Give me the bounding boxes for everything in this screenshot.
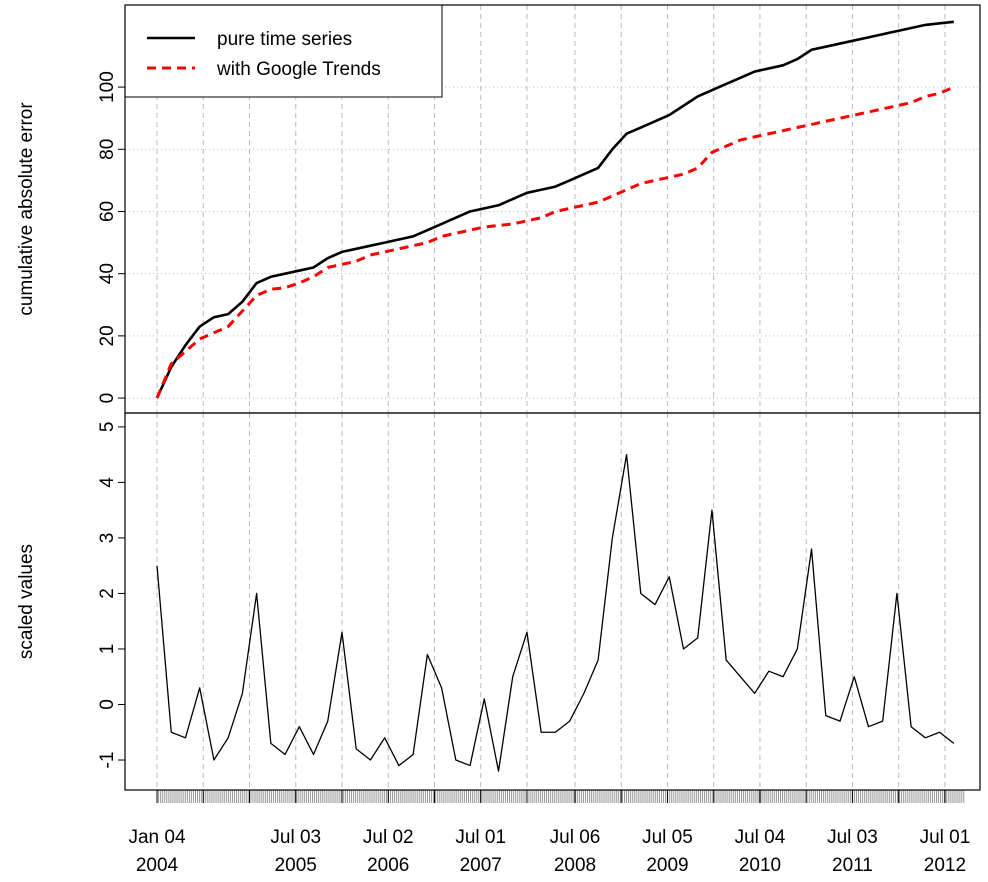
x-tick-label: 2004 <box>136 855 179 876</box>
minor-ticks <box>157 790 965 803</box>
x-tick-label: Jul 01 <box>455 827 506 848</box>
y-tick-label: -1 <box>97 752 118 769</box>
series-line <box>155 20 954 399</box>
x-tick-label: 2011 <box>832 855 873 876</box>
y-tick-label: 0 <box>97 393 118 404</box>
x-tick-label: 2009 <box>646 855 688 876</box>
y-tick-label: 5 <box>97 422 118 433</box>
x-tick-label: 2012 <box>924 855 966 876</box>
x-tick-label: Jul 03 <box>270 827 321 848</box>
x-tick-label: Jul 05 <box>642 827 693 848</box>
y-tick-label: 80 <box>97 139 118 160</box>
y-tick-label: 0 <box>97 699 118 710</box>
y-tick-label: 20 <box>97 325 118 346</box>
x-tick-label: 2010 <box>739 855 781 876</box>
plot-frame <box>124 412 981 791</box>
legend-box <box>124 4 443 98</box>
x-tick-label: 2007 <box>460 855 502 876</box>
y-tick-label: 40 <box>97 263 118 284</box>
x-tick-label: 2008 <box>554 855 596 876</box>
legend-label: with Google Trends <box>216 59 381 80</box>
y-tick-label: 60 <box>97 201 118 222</box>
x-tick-label: 2006 <box>367 855 409 876</box>
x-tick-label: Jan 04 <box>128 827 185 848</box>
series-line <box>155 85 955 399</box>
y-axis-label: scaled values <box>16 544 37 659</box>
y-tick-label: 100 <box>97 71 118 103</box>
x-tick-label: Jul 01 <box>920 827 971 848</box>
y-tick-label: 2 <box>97 588 118 599</box>
legend-label: pure time series <box>217 29 352 50</box>
x-tick-label: Jul 02 <box>363 827 414 848</box>
series-line <box>156 453 955 772</box>
y-tick-label: 4 <box>97 477 118 488</box>
x-tick-label: Jul 06 <box>550 827 601 848</box>
x-tick-label: 2005 <box>275 855 317 876</box>
y-axis-label: cumulative absolute error <box>16 102 37 316</box>
y-tick-label: 1 <box>97 644 118 655</box>
x-tick-label: Jul 03 <box>827 827 878 848</box>
y-tick-label: 3 <box>97 533 118 544</box>
x-tick-label: Jul 04 <box>735 827 786 848</box>
